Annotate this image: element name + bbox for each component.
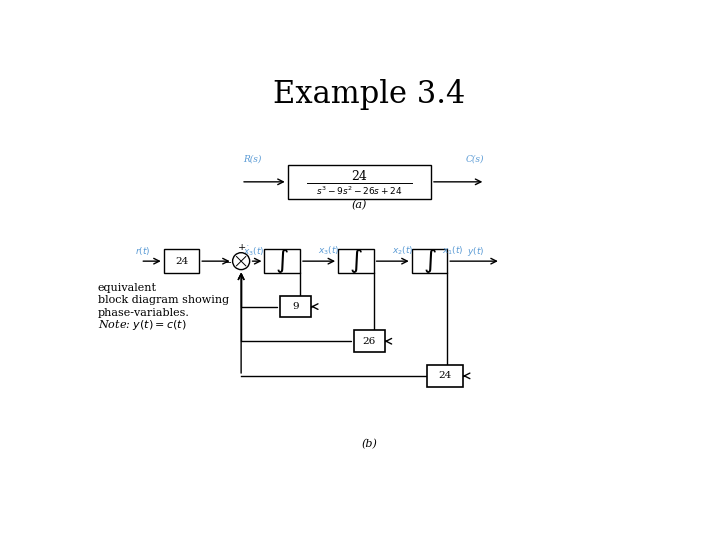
Text: (b): (b) [361,438,377,449]
Text: phase-variables.: phase-variables. [98,308,189,318]
Bar [427,365,463,387]
Bar [287,165,431,199]
Text: $r(t)$: $r(t)$ [135,245,150,257]
Text: $\int$: $\int$ [349,247,363,275]
Text: 24: 24 [175,256,188,266]
Text: equivalent: equivalent [98,283,157,293]
Text: $\dot{x}_3(t)$: $\dot{x}_3(t)$ [243,245,264,258]
Text: 24: 24 [438,372,451,380]
Text: Note: $y(t) = c(t)$: Note: $y(t) = c(t)$ [98,318,186,332]
Bar [412,249,447,273]
Text: −: − [224,259,232,268]
Text: 26: 26 [362,337,376,346]
Text: $\int$: $\int$ [423,247,436,275]
Text: R(s): R(s) [243,154,262,163]
Text: $\int$: $\int$ [275,247,289,275]
Text: +: + [238,243,246,252]
Text: $s^3 - 9s^2 - 26s + 24$: $s^3 - 9s^2 - 26s + 24$ [316,185,402,197]
Text: $x_2(t)$: $x_2(t)$ [392,245,413,258]
Text: 9: 9 [292,302,299,311]
Bar [280,296,311,318]
Text: block diagram showing: block diagram showing [98,295,229,306]
Bar [264,249,300,273]
Text: C(s): C(s) [465,154,484,163]
Bar [338,249,374,273]
Text: 24: 24 [351,170,367,183]
Text: Example 3.4: Example 3.4 [273,78,465,110]
Bar [354,330,384,352]
Text: $x_1(t)$: $x_1(t)$ [442,245,464,258]
Bar [163,249,199,273]
Text: $x_3(t)$: $x_3(t)$ [318,245,340,258]
Text: $y(t)$: $y(t)$ [467,245,484,258]
Text: (a): (a) [351,200,366,210]
